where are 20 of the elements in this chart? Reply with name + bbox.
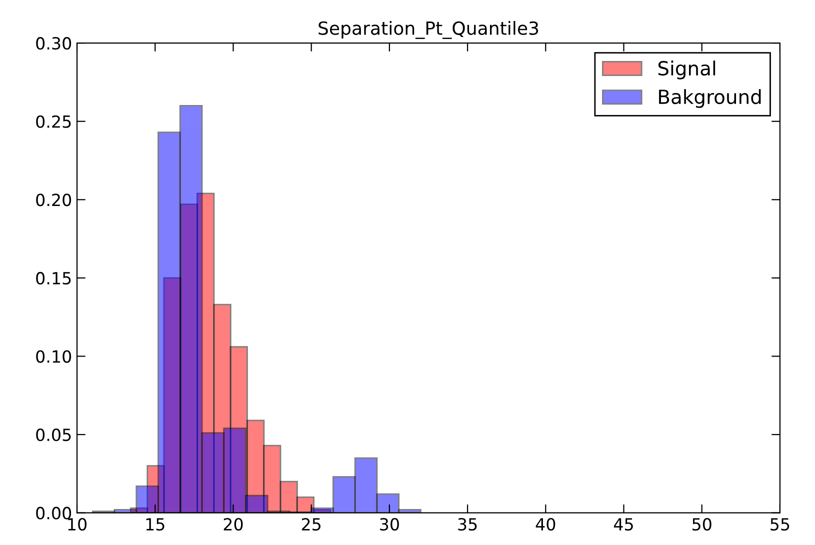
x-tick-label: 50 [692, 518, 712, 531]
x-tick-label: 35 [458, 518, 477, 531]
legend-label: Bakground [659, 89, 761, 108]
x-tick-label: 10 [68, 518, 87, 531]
x-tick-label: 45 [614, 518, 633, 531]
chart-title: Separation_Pt_Quantile3 [318, 21, 538, 39]
x-tick-label: 40 [536, 518, 556, 531]
y-tick-label: 0.30 [36, 37, 72, 50]
y-tick-label: 0.10 [36, 350, 72, 363]
x-tick-label: 15 [146, 518, 164, 531]
y-tick-label: 0.25 [36, 115, 71, 128]
y-tick-label: 0.20 [36, 194, 72, 206]
y-tick-label: 0.05 [36, 428, 71, 442]
y-tick-label: 0.00 [36, 506, 72, 520]
y-tick-label: 0.15 [36, 272, 71, 285]
x-tick-label: 30 [380, 518, 399, 531]
x-tick-label: 55 [770, 518, 790, 531]
x-tick-label: 25 [302, 518, 320, 531]
legend-label: Signal [658, 60, 716, 80]
x-tick-label: 20 [224, 518, 243, 531]
